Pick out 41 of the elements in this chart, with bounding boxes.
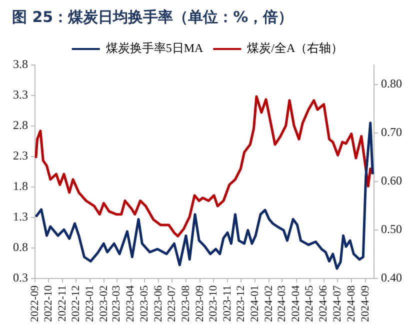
y-tick-label: 3.3 xyxy=(13,88,28,102)
x-tick-label: 2024-08 xyxy=(345,284,358,322)
x-tick-label: 2023-03 xyxy=(110,284,123,322)
y2-tick-label: 0.70 xyxy=(381,125,402,140)
x-tick-label: 2023-12 xyxy=(235,285,248,322)
y2-tick-label: 0.60 xyxy=(381,174,402,188)
x-tick-label: 2023-02 xyxy=(98,285,110,322)
y2-tick-label: 0.50 xyxy=(381,222,402,236)
x-tick-label: 2022-11 xyxy=(56,285,68,322)
x-tick-label: 2023-08 xyxy=(180,284,192,322)
x-tick-label: 2024-02 xyxy=(263,285,276,322)
x-tick-label: 2023-06 xyxy=(152,284,164,322)
y-tick-label: 0.8 xyxy=(13,240,28,254)
x-tick-label: 2023-04 xyxy=(124,284,137,322)
x-tick-label: 2022-09 xyxy=(28,284,41,322)
x-tick-label: 2024-05 xyxy=(304,284,316,322)
x-tick-label: 2024-04 xyxy=(290,284,302,322)
y-tick-label: 1.8 xyxy=(13,179,28,194)
y-tick-label: 0.3 xyxy=(13,270,28,284)
y2-tick-label: 0.80 xyxy=(381,76,402,91)
x-tick-label: 2023-10 xyxy=(207,284,220,322)
x-tick-label: 2023-11 xyxy=(221,285,234,322)
y-tick-label: 1.3 xyxy=(13,210,28,224)
x-tick-label: 2024-09 xyxy=(359,284,372,322)
x-tick-label: 2023-09 xyxy=(194,284,206,322)
chart-title: 图 25：煤炭日均换手率（单位：%，倍） xyxy=(11,7,294,28)
legend-label: 煤炭/全A（右轴） xyxy=(247,41,344,56)
x-tick-label: 2024-07 xyxy=(331,284,344,322)
y2-tick-label: 0.40 xyxy=(381,270,402,284)
legend-label: 煤炭换手率5日MA xyxy=(106,41,204,56)
x-tick-label: 2024-01 xyxy=(249,285,262,322)
y-tick-label: 2.3 xyxy=(13,148,28,163)
x-tick-label: 2022-12 xyxy=(70,285,82,322)
x-tick-label: 2024-03 xyxy=(276,284,288,322)
x-tick-label: 2023-01 xyxy=(84,285,96,322)
x-tick-label: 2022-10 xyxy=(42,284,54,322)
x-tick-label: 2024-06 xyxy=(318,284,330,322)
x-tick-label: 2023-05 xyxy=(138,284,150,322)
y-tick-label: 3.8 xyxy=(13,57,28,72)
x-tick-label: 2023-07 xyxy=(166,284,178,322)
y-tick-label: 2.8 xyxy=(13,118,28,132)
